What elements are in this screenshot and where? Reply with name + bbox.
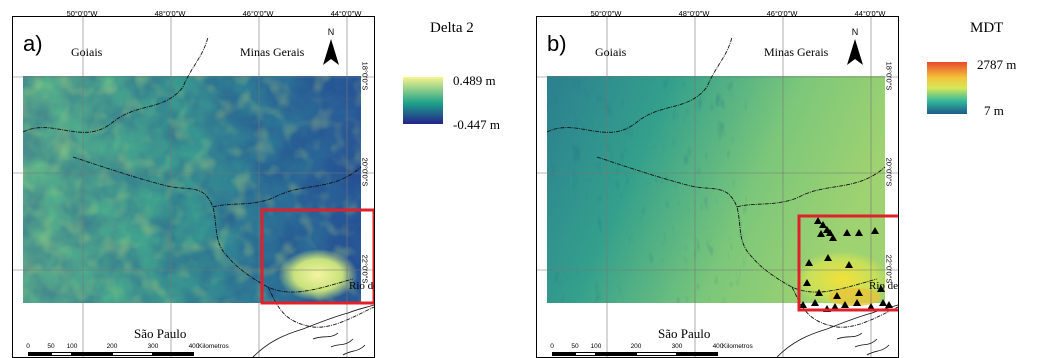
scale-seg <box>112 352 153 356</box>
graticule-lines <box>537 17 898 357</box>
lat-tick-22s: 22°0'0"S <box>884 254 894 284</box>
delta-raster-map <box>13 17 374 357</box>
scale-tick: 200 <box>630 343 642 350</box>
state-boundaries <box>546 36 898 328</box>
scale-bar: 0 50 100 200 300 400 Kilometros <box>544 343 759 358</box>
station-markers <box>799 217 893 312</box>
legend-max-value: 2787 m <box>977 57 1017 72</box>
scale-tick: 0 <box>26 343 30 350</box>
panel-b-mdt-map: b) Goiais Minas Gerais São Paulo Rio de … <box>524 0 1047 358</box>
scale-tick: 300 <box>147 343 159 350</box>
scale-tick: 200 <box>106 343 118 350</box>
legend-title: MDT <box>970 20 1004 36</box>
high-delta-zone <box>278 249 358 301</box>
graticule-lines <box>13 17 374 357</box>
lat-tick-18s: 18°0'0"S <box>360 61 370 91</box>
coastline <box>776 304 898 357</box>
scale-unit: Kilometros <box>722 343 753 350</box>
scale-tick: 400 <box>712 343 724 350</box>
scale-tick: 0 <box>550 343 554 350</box>
state-label-rio: Rio de <box>869 280 899 292</box>
scale-seg <box>153 352 194 356</box>
legend-color-ramp <box>927 62 967 114</box>
legend-color-ramp <box>403 77 443 124</box>
lat-tick-22s: 22°0'0"S <box>360 254 370 284</box>
mdt-raster-map <box>537 17 898 357</box>
scale-tick: 50 <box>47 343 55 350</box>
state-label-sao-paulo: São Paulo <box>134 326 187 341</box>
scale-seg <box>636 352 677 356</box>
panel-label: a) <box>23 31 43 56</box>
lon-tick-44w: 44°0'0"W <box>854 9 886 18</box>
legend-min-value: -0.447 m <box>453 117 500 132</box>
lat-tick-20s: 20°0'0"S <box>360 157 370 187</box>
highland-peak <box>829 288 881 306</box>
state-boundaries <box>22 36 374 328</box>
state-label-goias: Goiais <box>595 45 627 59</box>
study-area-box <box>797 214 898 312</box>
lon-tick-44w: 44°0'0"W <box>330 9 362 18</box>
state-label-goias: Goiais <box>71 45 103 59</box>
raster-drainage-texture <box>547 76 747 303</box>
lat-tick-20s: 20°0'0"S <box>884 157 894 187</box>
scale-tick: 100 <box>590 343 602 350</box>
scale-seg <box>28 352 51 356</box>
lon-tick-46w: 46°0'0"W <box>242 9 274 18</box>
north-arrow-icon <box>847 39 863 65</box>
scale-tick: 400 <box>188 343 200 350</box>
scale-seg <box>677 352 718 356</box>
lon-tick-50w: 50°0'0"W <box>590 9 622 18</box>
scale-seg <box>575 352 596 356</box>
scale-tick: 50 <box>571 343 579 350</box>
lat-tick-18s: 18°0'0"S <box>884 61 894 91</box>
scale-seg <box>51 352 72 356</box>
scale-seg <box>552 352 575 356</box>
state-label-minas-gerais: Minas Gerais <box>240 45 305 59</box>
map-frame-b: b) Goiais Minas Gerais São Paulo Rio de … <box>536 16 899 358</box>
legend-min-value: 7 m <box>984 103 1004 118</box>
scale-tick: 100 <box>66 343 78 350</box>
lon-tick-50w: 50°0'0"W <box>66 9 98 18</box>
state-label-sao-paulo: São Paulo <box>658 326 711 341</box>
north-label: N <box>851 27 859 37</box>
coastline <box>252 304 374 357</box>
legend-max-value: 0.489 m <box>453 73 496 88</box>
scale-tick: 300 <box>671 343 683 350</box>
north-arrow-icon <box>323 39 339 65</box>
panel-label: b) <box>547 31 567 56</box>
state-label-minas-gerais: Minas Gerais <box>764 45 829 59</box>
north-arrow: N <box>843 27 867 67</box>
lon-tick-48w: 48°0'0"W <box>154 9 186 18</box>
lon-tick-46w: 46°0'0"W <box>766 9 798 18</box>
north-label: N <box>327 27 335 37</box>
scale-bar: 0 50 100 200 300 400 Kilometros <box>20 343 235 358</box>
north-arrow: N <box>319 27 343 67</box>
lon-tick-48w: 48°0'0"W <box>678 9 710 18</box>
state-label-rio: Rio de <box>349 280 374 292</box>
legend-title: Delta 2 <box>430 20 474 36</box>
map-frame-a: a) Goiais Minas Gerais São Paulo Rio de … <box>12 16 375 358</box>
panel-a-delta-map: a) Goiais Minas Gerais São Paulo Rio de … <box>0 0 523 358</box>
study-area-box <box>260 208 374 305</box>
scale-seg <box>72 352 112 356</box>
scale-seg <box>596 352 636 356</box>
scale-unit: Kilometros <box>198 343 229 350</box>
